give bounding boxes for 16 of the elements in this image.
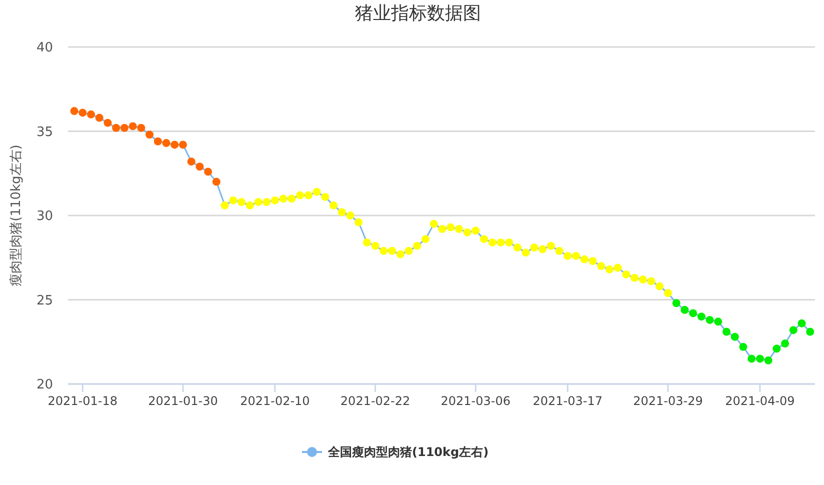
y-axis-title: 瘦肉型肉猪(110kg左右) <box>9 144 24 286</box>
y-tick-label: 20 <box>36 378 53 393</box>
y-tick-label: 35 <box>36 124 53 140</box>
legend-label: 全国瘦肉型肉猪(110kg左右) <box>327 445 489 460</box>
x-tick-label: 2021-03-17 <box>532 394 602 408</box>
y-tick-label: 30 <box>36 209 53 224</box>
y-tick-label: 25 <box>36 293 53 308</box>
x-tick-label: 2021-04-09 <box>725 394 795 408</box>
x-tick-label: 2021-01-30 <box>148 394 218 408</box>
x-tick-label: 2021-02-10 <box>240 394 310 408</box>
x-tick-label: 2021-02-22 <box>340 394 410 408</box>
x-tick-label: 2021-03-29 <box>633 394 703 408</box>
x-tick-label: 2021-01-18 <box>48 394 118 408</box>
chart-title: 猪业指标数据图 <box>355 3 481 24</box>
y-tick-label: 40 <box>36 40 53 56</box>
x-tick-label: 2021-03-06 <box>440 394 511 408</box>
